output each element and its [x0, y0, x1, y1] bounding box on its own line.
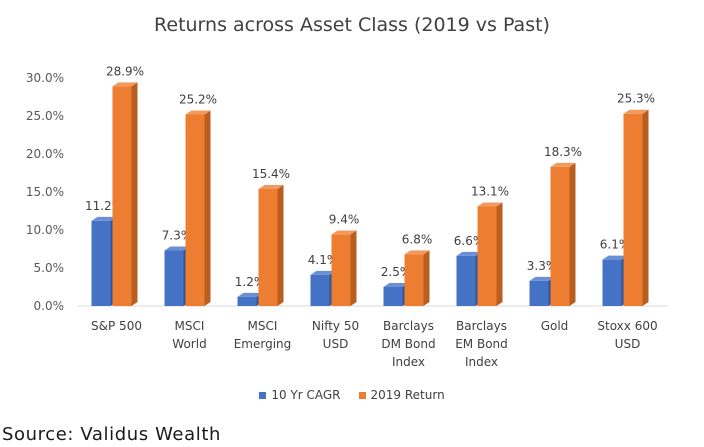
bar-top [91, 216, 117, 221]
bar-top [258, 184, 284, 189]
data-label: 13.1% [471, 184, 509, 198]
legend-label-cagr: 10 Yr CAGR [271, 388, 341, 402]
bar-side [423, 250, 430, 306]
bar-top [456, 251, 482, 256]
bar-top [404, 250, 430, 255]
bar [404, 254, 424, 306]
bar-top [383, 283, 409, 287]
bar [477, 206, 497, 306]
bar [623, 113, 643, 306]
legend-label-2019: 2019 Return [370, 388, 445, 402]
data-label: 1.2% [235, 275, 266, 289]
data-label: 6.6% [454, 234, 485, 248]
data-label: 28.9% [106, 64, 144, 78]
x-tick-label: Barclays DM Bond Index [381, 319, 435, 369]
bar-top [185, 110, 211, 115]
bar-side [569, 162, 576, 306]
bar-top [529, 276, 555, 281]
data-label: 25.3% [617, 92, 655, 106]
data-label: 15.4% [252, 167, 290, 181]
bar [383, 287, 403, 306]
y-tick-label: 15.0% [26, 185, 64, 199]
bar-top [310, 270, 336, 275]
chart-legend: 10 Yr CAGR 2019 Return [0, 388, 704, 402]
bar [456, 255, 476, 306]
bar-side [496, 202, 503, 306]
data-label: 3.3% [527, 259, 558, 273]
data-label: 4.1% [308, 253, 339, 267]
legend-item-2019: 2019 Return [358, 388, 445, 402]
bar [550, 166, 570, 306]
bar [331, 234, 351, 306]
bar-top [602, 255, 628, 260]
bar-top [164, 246, 190, 251]
bar [237, 296, 257, 306]
bar [91, 220, 111, 306]
bar [529, 280, 549, 306]
y-tick-label: 5.0% [34, 261, 65, 275]
x-tick-label: Nifty 50 USD [312, 319, 359, 351]
y-tick-label: 25.0% [26, 109, 64, 123]
legend-swatch-cagr [259, 391, 267, 399]
y-tick-label: 20.0% [26, 147, 64, 161]
legend-item-cagr: 10 Yr CAGR [259, 388, 341, 402]
bar [258, 188, 278, 306]
bar [602, 259, 622, 306]
x-tick-label: MSCI World [172, 319, 206, 351]
y-tick-label: 10.0% [26, 223, 64, 237]
x-tick-label: S&P 500 [91, 319, 142, 333]
bar-side [204, 110, 211, 306]
bar-side [350, 230, 357, 306]
data-label: 18.3% [544, 145, 582, 159]
bar [310, 274, 330, 306]
bar [164, 250, 184, 306]
x-tick-label: Stoxx 600 USD [597, 319, 657, 351]
y-tick-label: 30.0% [26, 71, 64, 85]
bar [112, 86, 132, 306]
bar-top [477, 202, 503, 207]
bar-side [277, 184, 284, 306]
legend-swatch-2019 [358, 391, 366, 399]
bar-top [112, 82, 138, 87]
bar [185, 114, 205, 306]
x-tick-label: Barclays EM Bond Index [455, 319, 508, 369]
bar-side [131, 82, 138, 306]
y-tick-label: 0.0% [34, 299, 65, 313]
x-tick-label: MSCI Emerging [234, 319, 292, 351]
bar-top [623, 109, 649, 114]
source-caption: Source: Validus Wealth [2, 424, 222, 445]
data-label: 2.5% [381, 265, 412, 279]
data-label: 9.4% [329, 213, 360, 227]
data-label: 6.1% [600, 238, 631, 252]
bar-top [237, 292, 263, 297]
bar-top [550, 162, 576, 167]
bar-top [331, 230, 357, 235]
data-label: 25.2% [179, 92, 217, 106]
chart-title: Returns across Asset Class (2019 vs Past… [154, 14, 550, 36]
bar-side [642, 109, 649, 306]
x-tick-label: Gold [541, 319, 569, 333]
data-label: 7.3% [162, 229, 193, 243]
data-label: 6.8% [402, 232, 433, 246]
